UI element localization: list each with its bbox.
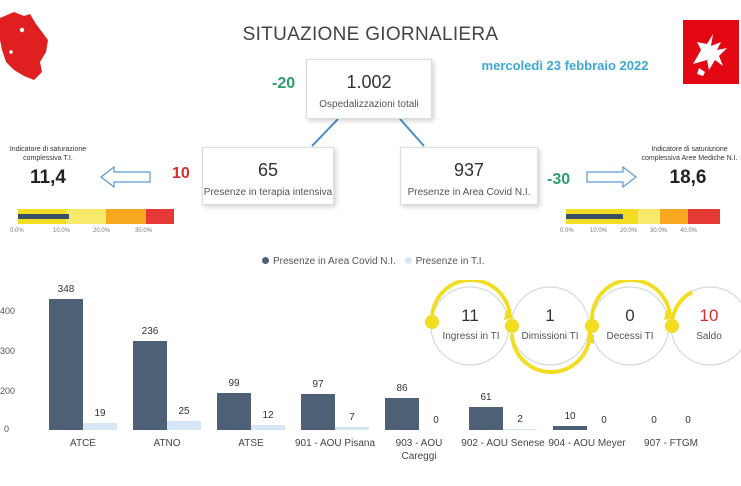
flow-label-decessi: Decessi TI — [606, 331, 654, 342]
flow-value-ingressi: 11 — [461, 306, 479, 325]
saturation-ti-title-line1: Indicatore di saturazione — [9, 146, 87, 153]
saturation-ti-gauge — [18, 209, 174, 224]
tick-label: 30.0% — [135, 228, 153, 234]
flow-value-decessi: 0 — [625, 306, 635, 325]
flow-value-saldo: 10 — [699, 306, 719, 325]
legend-label-covid: Presenze in Area Covid N.I. — [273, 256, 396, 267]
covid-area-delta: -30 — [547, 171, 571, 188]
tuscany-flag-logo — [683, 20, 739, 84]
covid-area-card: 937 Presenze in Area Covid N.I. — [400, 147, 538, 205]
saturation-medical-title-line2: complessiva Aree Mediche N.I. — [641, 155, 738, 162]
covid-area-label: Presenze in Area Covid N.I. — [407, 187, 531, 198]
saturation-ti-title-line2: complessiva T.I. — [23, 155, 73, 162]
saturation-ti-level-bar — [18, 214, 69, 219]
legend-label-ti: Presenze in T.I. — [415, 256, 485, 267]
y-tick-label: 200 — [0, 386, 16, 396]
tick-label: 10.0% — [590, 228, 608, 234]
legend-dot-dark — [262, 257, 269, 264]
tick-label: 30.0% — [650, 228, 668, 234]
legend-dot-light — [404, 257, 412, 264]
saturation-ti-value: 11,4 — [30, 167, 66, 188]
tick-label: 0.0% — [560, 228, 574, 234]
intensive-care-delta: 10 — [172, 165, 190, 182]
y-tick-label: 300 — [0, 346, 16, 356]
saturation-medical-level-bar — [566, 214, 623, 219]
y-tick-label: 400 — [0, 306, 16, 316]
tick-label: 40.0% — [680, 228, 698, 234]
report-date: mercoledì 23 febbraio 2022 — [481, 58, 649, 73]
covid-area-value: 937 — [453, 160, 485, 180]
flow-label-saldo: Saldo — [696, 331, 722, 342]
total-hospitalizations-delta: -20 — [272, 75, 296, 92]
flow-circles — [425, 280, 741, 374]
saturation-medical-title: Indicatore di saturazione complessiva Ar… — [638, 145, 741, 163]
tuscany-map-logo — [0, 12, 48, 80]
total-hospitalizations-card: 1.002 Ospedalizzazioni totali — [306, 59, 432, 119]
page-title: SITUAZIONE GIORNALIERA — [242, 24, 499, 45]
saturation-ti-title: Indicatore di saturazione complessiva T.… — [0, 145, 96, 163]
y-tick-label: 0 — [4, 424, 10, 434]
flow-label-ingressi: Ingressi in TI — [442, 331, 500, 342]
total-hospitalizations-value: 1.002 — [346, 72, 392, 92]
total-hospitalizations-label: Ospedalizzazioni totali — [319, 99, 419, 110]
tick-label: 20.0% — [93, 228, 111, 234]
winged-horse-icon — [693, 34, 727, 76]
tick-label: 10.0% — [53, 228, 71, 234]
left-arrow-icon — [100, 166, 151, 188]
intensive-care-card: 65 Presenze in terapia intensiva — [202, 147, 334, 205]
flow-value-dimissioni: 1 — [545, 306, 555, 325]
intensive-care-label: Presenze in terapia intensiva — [203, 187, 333, 198]
tick-label: 20.0% — [620, 228, 638, 234]
saturation-medical-value: 18,6 — [669, 167, 707, 188]
tick-label: 0.0% — [10, 228, 24, 234]
saturation-medical-gauge — [566, 209, 720, 224]
chart-legend: Presenze in Area Covid N.I. Presenze in … — [262, 256, 484, 267]
flow-label-dimissioni: Dimissioni TI — [521, 331, 579, 342]
intensive-care-value: 65 — [257, 160, 279, 180]
saturation-medical-title-line1: Indicatore di saturazione — [651, 146, 728, 153]
right-arrow-icon — [586, 166, 637, 188]
